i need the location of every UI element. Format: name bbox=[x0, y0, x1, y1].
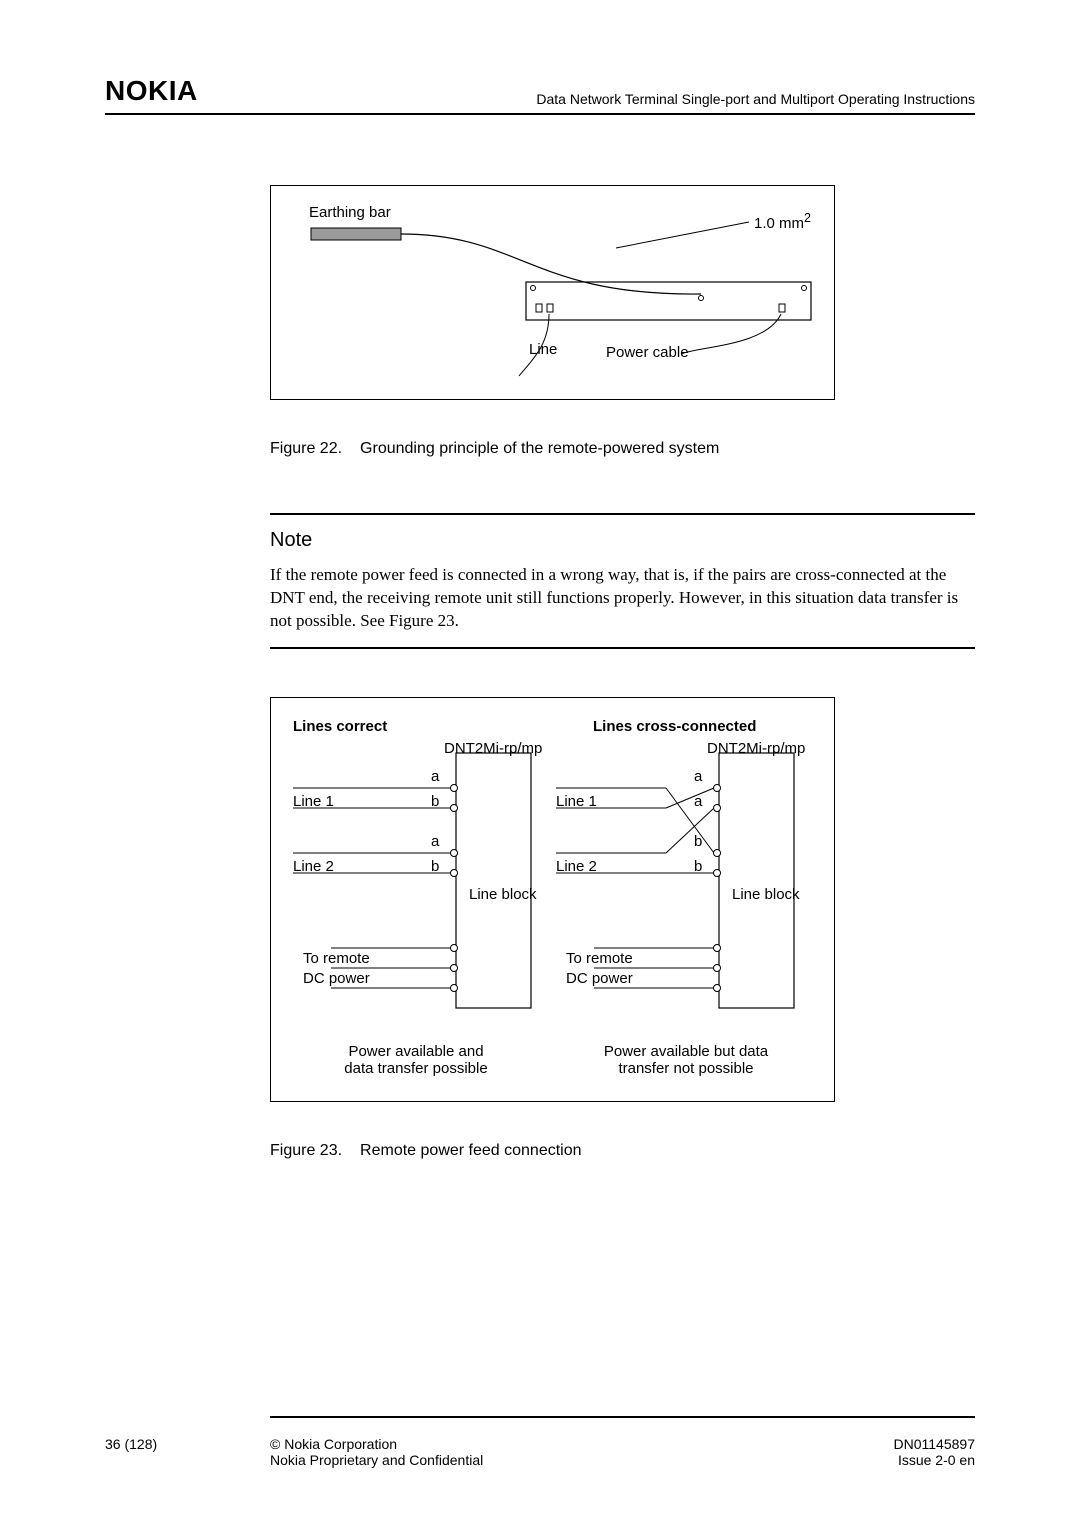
line2-right-label: Line 2 bbox=[556, 858, 597, 875]
figure-22-caption: Figure 22.Grounding principle of the rem… bbox=[270, 440, 975, 458]
dnt-right-label: DNT2Mi-rp/mp bbox=[707, 740, 805, 757]
b-label: b bbox=[694, 858, 702, 875]
to-remote-left: To remote bbox=[303, 950, 370, 967]
dc-power-left: DC power bbox=[303, 970, 370, 987]
a-label: a bbox=[694, 768, 702, 785]
page-header: NOKIA Data Network Terminal Single-port … bbox=[105, 75, 975, 115]
header-title: Data Network Terminal Single-port and Mu… bbox=[536, 91, 975, 107]
issue-line: Issue 2-0 en bbox=[894, 1452, 975, 1468]
to-remote-right: To remote bbox=[566, 950, 633, 967]
a-label: a bbox=[431, 768, 439, 785]
b-label: b bbox=[431, 793, 439, 810]
line2-left-label: Line 2 bbox=[293, 858, 334, 875]
confidential-line: Nokia Proprietary and Confidential bbox=[270, 1452, 894, 1468]
lines-cross-label: Lines cross-connected bbox=[593, 718, 756, 735]
a-label: a bbox=[694, 793, 702, 810]
power-cable-label: Power cable bbox=[606, 344, 689, 361]
lines-correct-label: Lines correct bbox=[293, 718, 387, 735]
line-label: Line bbox=[529, 341, 557, 358]
figure-23-diagram: Lines correct Lines cross-connected DNT2… bbox=[270, 697, 835, 1102]
result-left: Power available anddata transfer possibl… bbox=[331, 1043, 501, 1077]
page-number: 36 (128) bbox=[105, 1436, 205, 1468]
nokia-logo: NOKIA bbox=[105, 75, 198, 107]
a-label: a bbox=[431, 833, 439, 850]
figure-23-caption: Figure 23.Remote power feed connection bbox=[270, 1142, 975, 1160]
note-body: If the remote power feed is connected in… bbox=[270, 564, 975, 633]
note-rule bbox=[270, 513, 975, 515]
line1-left-label: Line 1 bbox=[293, 793, 334, 810]
line-block-left: Line block bbox=[469, 886, 537, 904]
note-rule bbox=[270, 647, 975, 649]
footer-rule bbox=[270, 1416, 975, 1418]
copyright-line: © Nokia Corporation bbox=[270, 1436, 894, 1452]
line1-right-label: Line 1 bbox=[556, 793, 597, 810]
page-footer: 36 (128) © Nokia Corporation Nokia Propr… bbox=[105, 1436, 975, 1468]
figure-22-diagram: Earthing bar 1.0 mm2 Line Power cable bbox=[270, 185, 835, 400]
doc-number: DN01145897 bbox=[894, 1436, 975, 1452]
dnt-left-label: DNT2Mi-rp/mp bbox=[444, 740, 542, 757]
wire-spec-label: 1.0 mm2 bbox=[754, 211, 811, 232]
line-block-right: Line block bbox=[732, 886, 800, 904]
b-label: b bbox=[694, 833, 702, 850]
note-heading: Note bbox=[270, 529, 975, 552]
b-label: b bbox=[431, 858, 439, 875]
result-right: Power available but datatransfer not pos… bbox=[591, 1043, 781, 1077]
dc-power-right: DC power bbox=[566, 970, 633, 987]
earthing-bar-label: Earthing bar bbox=[309, 204, 391, 221]
